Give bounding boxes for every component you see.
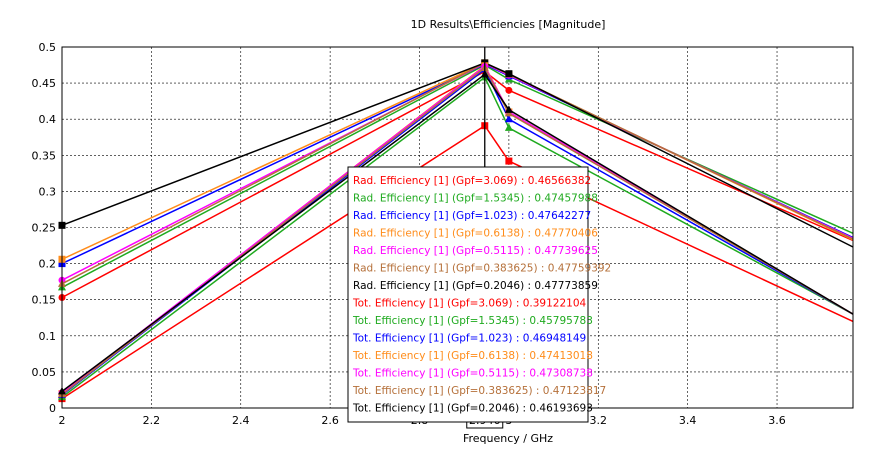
y-tick-label-8: 0.4 — [39, 113, 57, 126]
x-axis-label: Frequency / GHz — [463, 432, 553, 445]
data-point-13-2 — [504, 105, 513, 113]
data-point-7-2 — [505, 157, 513, 165]
data-point-9-2 — [504, 114, 513, 123]
readout-entry-13: Tot. Efficiency [1] (Gpf=0.2046) : 0.461… — [352, 403, 593, 415]
x-tick-label-0: 2 — [59, 414, 66, 427]
y-tick-label-1: 0.05 — [32, 366, 57, 379]
readout-entry-8: Tot. Efficiency [1] (Gpf=1.5345) : 0.457… — [352, 315, 593, 327]
x-tick-label-1: 2.2 — [143, 414, 161, 427]
y-tick-label-0: 0 — [49, 402, 56, 415]
readout-entry-12: Tot. Efficiency [1] (Gpf=0.383625) : 0.4… — [352, 385, 606, 397]
series-line-7 — [61, 124, 854, 400]
y-tick-label-9: 0.45 — [32, 77, 57, 90]
y-tick-label-7: 0.35 — [32, 149, 57, 162]
series-line-8 — [61, 76, 854, 398]
readout-box-frame — [347, 166, 589, 423]
y-tick-label-4: 0.2 — [39, 258, 57, 271]
readout-entry-9: Tot. Efficiency [1] (Gpf=1.023) : 0.4694… — [352, 333, 586, 345]
data-point-0-2 — [505, 86, 513, 94]
y-tick-label-10: 0.5 — [39, 41, 57, 54]
y-tick-label-3: 0.15 — [32, 294, 57, 307]
readout-entry-1: Rad. Efficiency [1] (Gpf=1.5345) : 0.474… — [353, 193, 598, 205]
y-tick-label-5: 0.25 — [32, 222, 57, 235]
x-tick-label-3: 2.6 — [321, 414, 339, 427]
series-line-13 — [61, 73, 854, 393]
readout-entry-3: Rad. Efficiency [1] (Gpf=0.6138) : 0.477… — [353, 228, 598, 240]
series-line-6 — [61, 62, 854, 248]
chart-title: 1D Results\Efficiencies [Magnitude] — [411, 18, 606, 31]
x-tick-label-2: 2.4 — [232, 414, 250, 427]
readout-entry-10: Tot. Efficiency [1] (Gpf=0.6138) : 0.474… — [352, 350, 593, 362]
readout-box: Rad. Efficiency [1] (Gpf=3.069) : 0.4656… — [347, 166, 611, 423]
data-point-8-2 — [504, 123, 513, 131]
readout-entry-5: Rad. Efficiency [1] (Gpf=0.383625) : 0.4… — [353, 263, 611, 275]
readout-entry-11: Tot. Efficiency [1] (Gpf=0.5115) : 0.473… — [352, 368, 593, 380]
series-line-0 — [61, 70, 854, 299]
x-tick-label-6: 3.2 — [590, 414, 608, 427]
series-line-12 — [61, 66, 854, 395]
series-lines — [58, 58, 854, 403]
data-point-6-2 — [505, 70, 513, 78]
readout-entry-0: Rad. Efficiency [1] (Gpf=3.069) : 0.4656… — [353, 175, 591, 187]
readout-entry-7: Tot. Efficiency [1] (Gpf=3.069) : 0.3912… — [352, 298, 587, 310]
readout-entry-6: Rad. Efficiency [1] (Gpf=0.2046) : 0.477… — [353, 280, 598, 292]
y-tick-label-6: 0.3 — [39, 185, 57, 198]
x-tick-label-8: 3.6 — [768, 414, 786, 427]
y-tick-label-2: 0.1 — [39, 330, 57, 343]
readout-entry-2: Rad. Efficiency [1] (Gpf=1.023) : 0.4764… — [353, 210, 591, 222]
x-tick-label-7: 3.4 — [679, 414, 697, 427]
readout-entry-4: Rad. Efficiency [1] (Gpf=0.5115) : 0.477… — [353, 245, 598, 257]
